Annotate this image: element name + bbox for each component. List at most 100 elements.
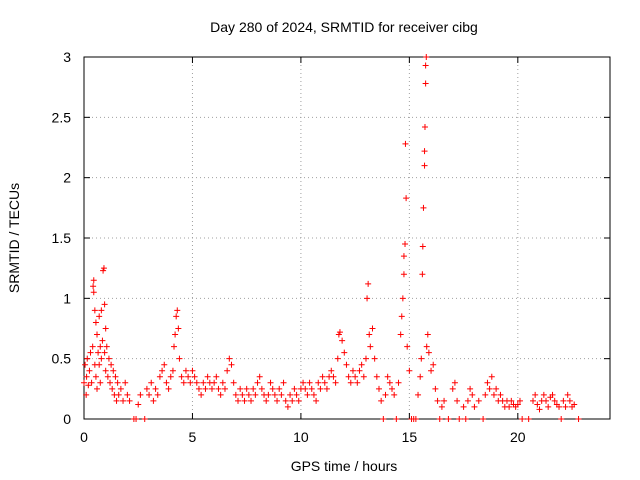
data-point [175,325,182,332]
data-point [516,397,523,404]
data-point [100,265,107,272]
data-point [187,379,194,386]
data-point [412,416,419,422]
data-point [104,373,111,380]
data-point [424,331,431,338]
data-point [159,367,166,374]
y-tick-label: 1.5 [52,230,72,246]
data-point [107,379,114,386]
data-point [133,416,140,422]
data-point [566,397,573,404]
data-point [328,367,335,374]
data-point [172,331,179,338]
data-point [124,391,131,398]
data-point [282,397,289,404]
data-point [422,62,429,69]
y-tick-label: 0.5 [52,351,72,367]
data-point [120,397,127,404]
data-point [378,397,385,404]
data-point [493,385,500,392]
data-point [519,416,526,422]
data-point [375,385,382,392]
data-point [551,397,558,404]
data-point [182,367,189,374]
data-point [360,373,367,380]
data-point [391,391,398,398]
data-point [373,373,380,380]
data-point [204,373,211,380]
data-point [114,379,121,386]
data-point [245,391,252,398]
data-point [486,385,493,392]
data-point [176,355,183,362]
data-point [291,385,298,392]
data-point [571,401,578,408]
data-point [420,204,427,211]
data-point [161,361,168,368]
y-tick-label: 0 [63,411,71,427]
data-point [467,385,474,392]
data-point [267,379,274,386]
data-point [471,403,478,410]
data-point [163,379,170,386]
data-point [99,337,106,344]
data-point [423,343,430,350]
data-point [441,397,448,404]
data-point [345,373,352,380]
data-point [86,367,93,374]
data-point [110,367,117,374]
data-point [293,391,300,398]
data-point [310,391,317,398]
data-point [96,313,103,320]
data-point [402,140,409,147]
data-point [135,401,142,408]
data-point [508,397,515,404]
data-point [112,373,119,380]
data-point [560,397,567,404]
data-point [330,373,337,380]
data-point [302,385,309,392]
data-point [101,349,108,356]
data-point [540,391,547,398]
data-point [146,391,153,398]
data-point [213,373,220,380]
data-point [480,416,487,422]
data-point [430,361,437,368]
data-point [358,361,365,368]
data-point [417,373,424,380]
data-point [484,379,491,386]
data-point [274,397,281,404]
data-point [83,391,90,398]
y-tick-label: 2.5 [52,109,72,125]
data-point [421,148,428,155]
data-point [152,385,159,392]
data-point [90,283,97,290]
data-point [366,331,373,338]
data-point [460,403,467,410]
data-point [469,391,476,398]
data-point [419,243,426,250]
data-point [90,289,97,296]
data-point [88,379,95,386]
data-point [438,403,445,410]
data-point [497,391,504,398]
data-point [422,80,429,87]
data-point [397,331,404,338]
data-point [243,385,250,392]
x-axis-label: GPS time / hours [291,458,398,474]
data-point [419,271,426,278]
data-point [87,349,94,356]
data-point [103,343,110,350]
data-point [389,385,396,392]
data-point [365,280,372,287]
data-point [415,391,422,398]
data-point [108,361,115,368]
data-point [445,416,452,422]
data-point [96,361,103,368]
data-point [306,379,313,386]
data-point [92,373,99,380]
data-point [97,379,104,386]
data-point [289,397,296,404]
data-point [545,403,552,410]
data-point [180,379,187,386]
